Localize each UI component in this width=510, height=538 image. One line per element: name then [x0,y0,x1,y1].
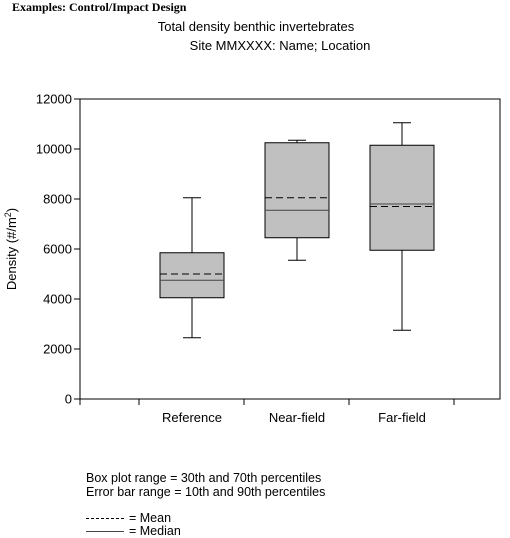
x-tick-label: Far-field [378,410,426,425]
legend-median-label: = Median [129,524,181,538]
note-error-bar-range: Error bar range = 10th and 90th percenti… [86,485,326,499]
y-tick-label: 0 [65,392,72,407]
y-tick-label: 4000 [43,292,72,307]
x-axis: Reference Near-field Far-field [79,399,455,425]
box-series [159,122,435,339]
y-tick-label: 10000 [36,142,72,157]
note-box-range: Box plot range = 30th and 70th percentil… [86,471,322,485]
box-near-field [264,139,330,261]
x-tick-label: Reference [162,410,222,425]
box-body [264,142,330,239]
legend-mean-label: = Mean [129,511,172,525]
page-heading: Examples: Control/Impact Design [12,0,187,14]
chart-title: Total density benthic invertebrates [158,19,355,34]
mean-line-swatch [86,518,124,519]
notes: Box plot range = 30th and 70th percentil… [86,471,325,499]
y-axis-label: Density (#/m2) [3,208,19,290]
box-body [369,144,435,251]
y-axis: 0 2000 4000 6000 8000 10000 12000 [36,92,80,407]
box-far-field [369,122,435,331]
median-line-swatch [86,531,124,532]
box-body [159,252,225,299]
y-tick-label: 12000 [36,92,72,107]
chart-subtitle: Site MMXXXX: Name; Location [190,38,371,53]
y-tick-label: 2000 [43,342,72,357]
box-reference [159,197,225,339]
y-tick-label: 8000 [43,192,72,207]
x-tick-label: Near-field [269,410,325,425]
boxplot-chart: Total density benthic invertebrates Site… [3,19,501,425]
y-tick-label: 6000 [43,242,72,257]
